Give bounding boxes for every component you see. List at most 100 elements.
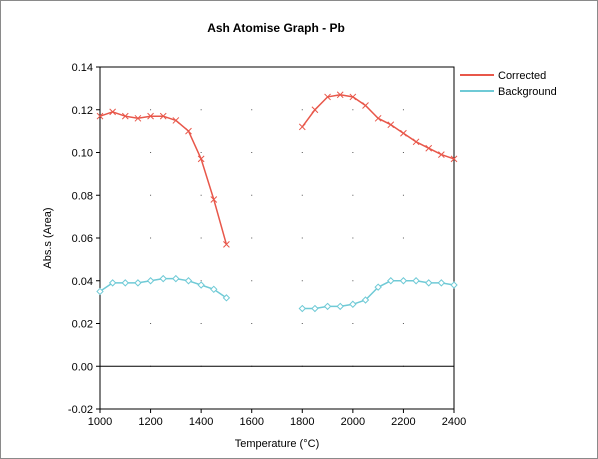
data-point-corrected bbox=[311, 106, 319, 114]
grid-dot bbox=[251, 280, 253, 282]
grid-dot bbox=[301, 237, 303, 239]
data-point-background bbox=[399, 277, 408, 285]
data-point-background bbox=[96, 287, 104, 296]
data-point-background bbox=[134, 279, 142, 287]
data-point-corrected bbox=[425, 144, 433, 152]
data-point-corrected bbox=[324, 93, 331, 101]
data-point-background bbox=[311, 304, 319, 313]
y-tick-label: -0.02 bbox=[68, 404, 93, 416]
data-point-corrected bbox=[387, 121, 395, 129]
marker-stroke bbox=[374, 114, 382, 122]
marker-stroke bbox=[134, 114, 142, 122]
grid-dot bbox=[200, 194, 202, 196]
data-point-background bbox=[437, 279, 446, 287]
data-point-background bbox=[374, 283, 382, 291]
data-point-corrected bbox=[450, 155, 458, 163]
data-point-background bbox=[450, 281, 458, 289]
series-layer bbox=[96, 91, 458, 313]
data-point-corrected bbox=[374, 114, 382, 122]
data-point-background bbox=[210, 285, 218, 294]
x-tick-label: 1000 bbox=[88, 416, 112, 428]
x-tick-label: 2000 bbox=[341, 416, 365, 428]
grid-dot bbox=[251, 109, 253, 111]
data-point-corrected bbox=[210, 196, 218, 203]
data-point-corrected bbox=[400, 129, 407, 137]
grid-dot bbox=[200, 280, 202, 282]
data-point-background bbox=[361, 296, 370, 304]
marker-stroke bbox=[311, 106, 319, 114]
x-axis-title: Temperature (°C) bbox=[235, 438, 319, 450]
data-point-corrected bbox=[134, 114, 142, 122]
data-point-corrected bbox=[336, 91, 344, 99]
grid-dot bbox=[150, 152, 152, 153]
marker-stroke bbox=[185, 127, 192, 135]
grid-dot bbox=[301, 109, 303, 111]
grid-dot bbox=[352, 323, 354, 324]
data-point-corrected bbox=[412, 138, 420, 146]
grid-dot bbox=[402, 323, 404, 324]
data-point-background bbox=[222, 294, 231, 302]
grid-dot bbox=[251, 237, 253, 239]
marker-stroke bbox=[425, 144, 433, 152]
data-point-corrected bbox=[362, 102, 369, 109]
data-point-background bbox=[323, 302, 332, 311]
y-tick-label: 0.12 bbox=[72, 105, 93, 117]
grid-dot bbox=[200, 152, 202, 153]
data-point-background bbox=[425, 279, 433, 287]
data-point-background bbox=[108, 279, 117, 287]
x-tick-label: 2400 bbox=[442, 416, 466, 428]
data-point-background bbox=[159, 274, 167, 283]
data-point-corrected bbox=[96, 112, 104, 120]
marker-stroke bbox=[324, 93, 331, 101]
grid-dot bbox=[150, 323, 152, 324]
grid-dot bbox=[301, 280, 303, 282]
plot-area bbox=[99, 66, 455, 410]
data-point-background bbox=[349, 300, 357, 308]
grid-dot bbox=[150, 237, 152, 239]
grid-dot bbox=[251, 194, 253, 196]
marker-stroke bbox=[362, 102, 369, 109]
data-point-corrected bbox=[109, 108, 116, 116]
grid-dot bbox=[352, 194, 354, 196]
y-tick-label: 0.10 bbox=[72, 148, 93, 160]
data-point-background bbox=[387, 277, 395, 285]
y-tick-label: 0.06 bbox=[72, 233, 93, 245]
grid-dot bbox=[200, 323, 202, 324]
x-tick-label: 1200 bbox=[138, 416, 162, 428]
marker-stroke bbox=[298, 123, 306, 131]
marker-stroke bbox=[336, 91, 344, 99]
y-tick-label: 0.04 bbox=[72, 276, 93, 288]
data-point-corrected bbox=[223, 241, 230, 248]
data-point-corrected bbox=[159, 112, 167, 120]
data-point-background bbox=[298, 304, 306, 313]
grid-dot bbox=[402, 194, 404, 196]
y-tick-label: 0.14 bbox=[72, 62, 93, 74]
data-point-background bbox=[336, 302, 344, 311]
data-point-corrected bbox=[298, 123, 306, 131]
x-tick-label: 1400 bbox=[189, 416, 213, 428]
grid-dot bbox=[402, 109, 404, 111]
x-axis-ticks: 1000 1200 1400 1600 1800 2000 2200 2400 bbox=[88, 409, 466, 428]
marker-stroke bbox=[387, 121, 395, 129]
data-point-background bbox=[172, 274, 180, 283]
grid-dot bbox=[251, 152, 253, 153]
marker-stroke bbox=[121, 112, 129, 120]
data-point-background bbox=[184, 277, 193, 285]
data-point-background bbox=[197, 281, 205, 289]
data-point-background bbox=[412, 277, 420, 285]
data-point-corrected bbox=[185, 127, 192, 135]
grid-dot bbox=[352, 152, 354, 153]
grid-dot bbox=[150, 109, 152, 111]
marker-stroke bbox=[438, 151, 445, 158]
x-tick-label: 2200 bbox=[391, 416, 415, 428]
marker-stroke bbox=[349, 93, 357, 101]
marker-stroke bbox=[223, 241, 230, 248]
legend: Corrected Background bbox=[460, 70, 557, 98]
grid-dot bbox=[200, 109, 202, 111]
marker-stroke bbox=[96, 112, 104, 120]
data-point-corrected bbox=[172, 117, 180, 124]
grid-dot bbox=[402, 152, 404, 153]
y-tick-label: 0.08 bbox=[72, 190, 93, 202]
data-point-background bbox=[121, 279, 129, 287]
